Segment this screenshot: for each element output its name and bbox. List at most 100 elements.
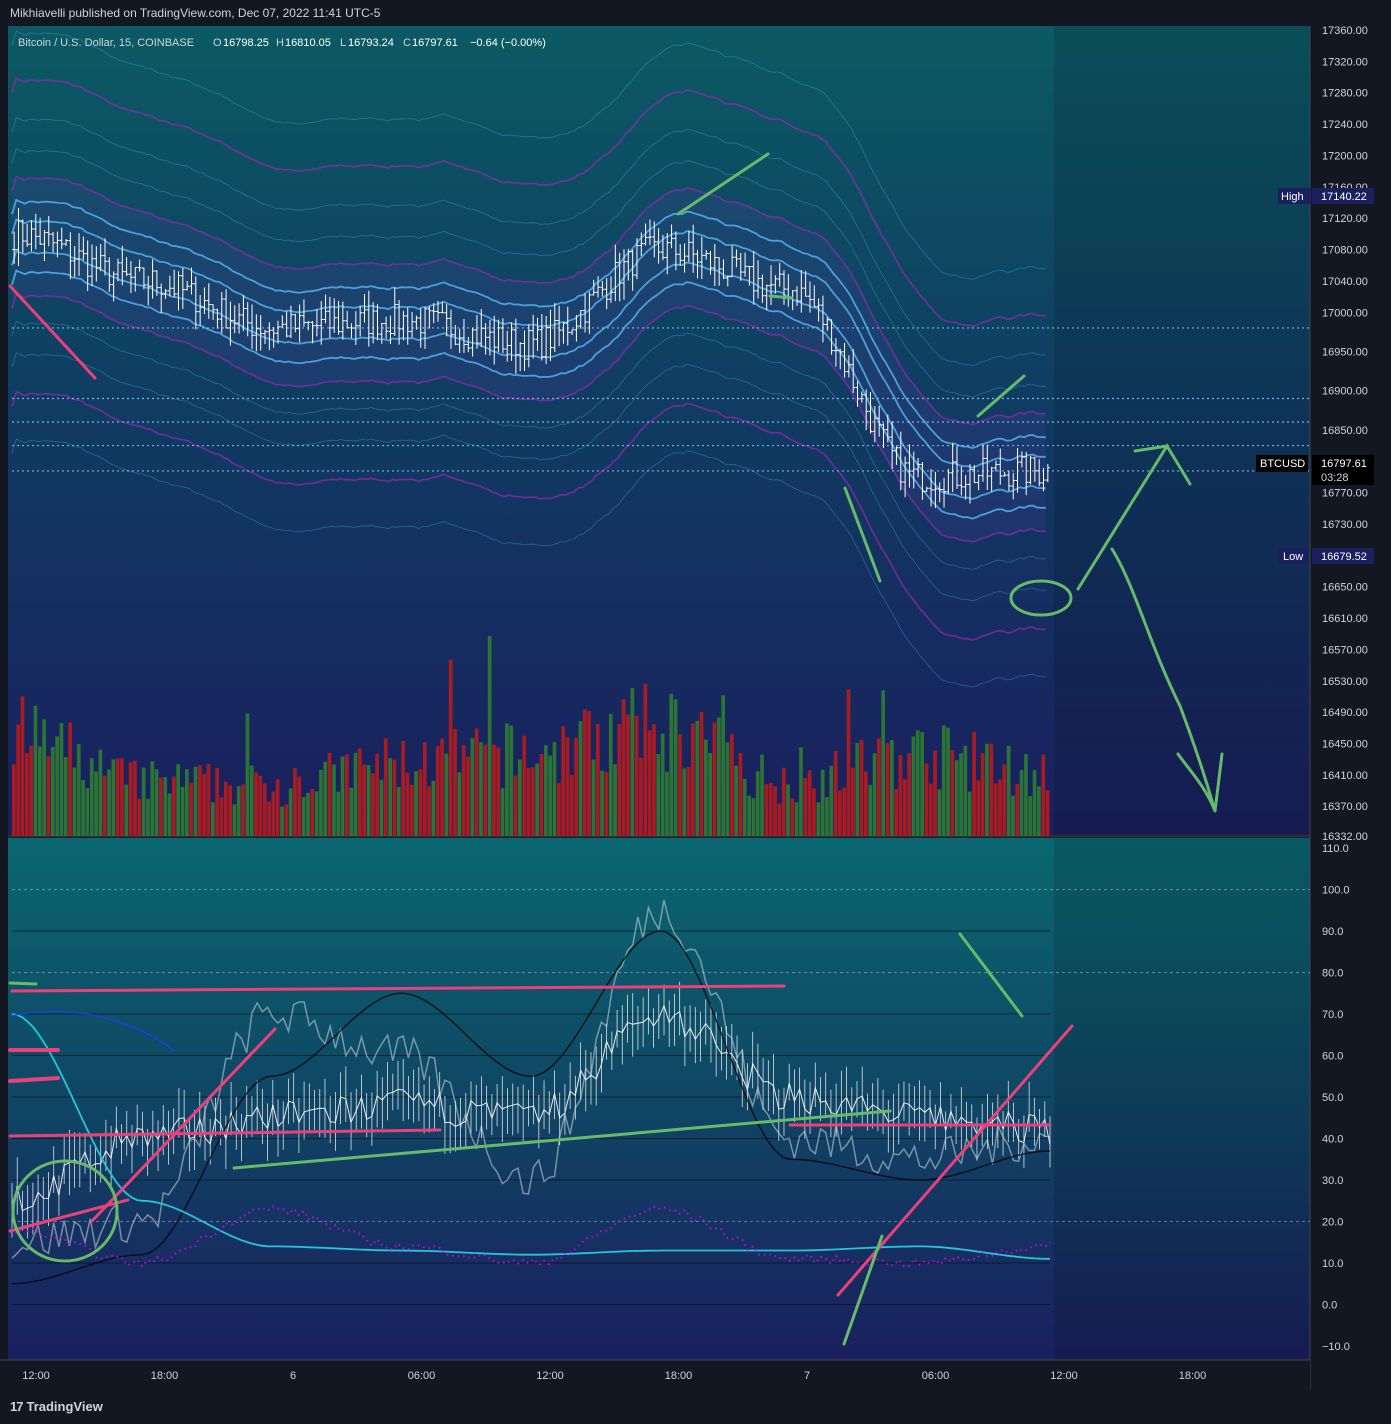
price-tick-label: 16450.00: [1322, 738, 1368, 750]
volume-bar: [980, 753, 985, 836]
volume-bar: [444, 753, 449, 836]
legend-change: −0.64 (−0.00%): [470, 37, 546, 49]
price-tick-label: 17360.00: [1322, 26, 1368, 37]
volume-bar: [358, 748, 362, 836]
volume-bar: [686, 767, 691, 836]
price-tick-label: 16530.00: [1322, 676, 1368, 688]
volume-bar: [747, 795, 751, 836]
trend-line-drawing: [843, 486, 882, 583]
volume-bar: [427, 786, 431, 836]
time-tick-label: 18:00: [665, 1370, 693, 1382]
tradingview-logo[interactable]: 17 TradingView: [10, 1399, 103, 1414]
volume-bar: [1002, 764, 1007, 836]
chart-frame[interactable]: 17360.00 17320.00 17280.00 17240.00 17200.00…: [0, 25, 1391, 1390]
price-tick-label: 16332.00: [1322, 831, 1368, 843]
volume-bar: [215, 767, 219, 836]
price-tick-label: 17000.00: [1322, 307, 1368, 319]
envelope-band-line: [11, 438, 1046, 688]
volume-bar: [349, 787, 354, 836]
time-axis-bg[interactable]: [0, 1360, 1310, 1390]
volume-bar: [50, 746, 55, 836]
volume-bar: [288, 788, 293, 836]
trend-line-drawing: [842, 1234, 884, 1346]
volume-bar: [998, 779, 1002, 836]
volume-bar: [582, 709, 587, 836]
volume-bar: [293, 768, 297, 836]
tradingview-mark-icon: 17: [10, 1399, 24, 1414]
price-pane[interactable]: [8, 26, 1310, 835]
volume-bar: [552, 741, 557, 836]
last-value: 16797.61: [1321, 458, 1367, 470]
volume-bar: [967, 791, 972, 836]
price-tick-label: 16410.00: [1322, 770, 1368, 782]
price-tick-label: 16610.00: [1322, 613, 1368, 625]
volume-bar: [708, 753, 712, 836]
price-axis-bg[interactable]: [1310, 26, 1391, 1390]
volume-bar: [695, 720, 700, 836]
volume-bar: [565, 737, 570, 836]
chart-svg[interactable]: 17360.00 17320.00 17280.00 17240.00 17200.00…: [0, 25, 1391, 1390]
trend-line-drawing: [232, 1109, 892, 1170]
volume-bar: [587, 711, 591, 836]
volume-bar: [1015, 783, 1020, 836]
last-symbol-box: [1256, 455, 1308, 472]
volume-bar: [193, 766, 198, 836]
volume-bar: [176, 764, 180, 836]
volume-bar: [254, 772, 258, 836]
volume-bar: [954, 760, 959, 836]
volume-bar: [781, 767, 786, 836]
price-tick-label: 16570.00: [1322, 644, 1368, 656]
volume-bar: [379, 779, 384, 836]
volume-bar: [505, 723, 509, 836]
price-tick-label: 17240.00: [1322, 119, 1368, 131]
volume-bar: [777, 803, 782, 836]
oscillator-tick-label: 80.0: [1322, 968, 1343, 980]
volume-bar: [985, 743, 989, 836]
volume-bar: [742, 778, 747, 836]
volume-bar: [544, 745, 548, 836]
volume-bar: [68, 722, 72, 836]
volume-bar: [20, 696, 25, 836]
volume-bar: [976, 780, 981, 836]
volume-bar: [457, 772, 462, 836]
volume-bar: [180, 786, 185, 836]
volume-bar: [16, 724, 20, 836]
price-tick-label: 17280.00: [1322, 88, 1368, 100]
volume-bar: [859, 740, 864, 836]
volume-bar: [699, 711, 704, 836]
volume-bar: [608, 713, 613, 836]
legend-h-label: H: [276, 37, 284, 49]
volume-bar: [660, 733, 665, 836]
down-arrow-drawing: [1110, 547, 1224, 813]
volume-bar: [440, 738, 444, 836]
volume-bar: [1028, 796, 1033, 836]
volume-bar: [59, 722, 64, 836]
volume-bar: [89, 758, 94, 836]
low-value: 16679.52: [1321, 551, 1367, 563]
volume-bar: [920, 732, 924, 836]
volume-bar: [267, 801, 271, 836]
volume-bar: [133, 760, 137, 836]
volume-bar: [812, 788, 816, 836]
annotations[interactable]: [8, 152, 1224, 1346]
volume-bar: [284, 804, 289, 836]
volume-bar: [340, 756, 345, 836]
legend-symbol[interactable]: Bitcoin / U.S. Dollar, 15, COINBASE: [18, 37, 194, 49]
volume-bar: [526, 768, 531, 836]
envelope-band-line: [11, 148, 1046, 398]
volume-bar: [682, 768, 687, 836]
volume-bar: [353, 752, 358, 836]
tradingview-brand: TradingView: [26, 1399, 103, 1414]
volume-bar: [94, 771, 98, 836]
volume-bar: [81, 780, 85, 836]
volume-bar: [496, 747, 501, 836]
volume-bar: [673, 699, 678, 836]
last-countdown: 03:28: [1321, 472, 1349, 484]
legend-c-label: C: [403, 37, 411, 49]
volume-bar: [833, 750, 838, 836]
volume-bar: [595, 723, 600, 836]
trend-line-drawing: [8, 1076, 60, 1083]
time-tick-label: 6: [290, 1370, 296, 1382]
volume-bar: [236, 786, 241, 836]
legend-o-label: O: [213, 37, 222, 49]
